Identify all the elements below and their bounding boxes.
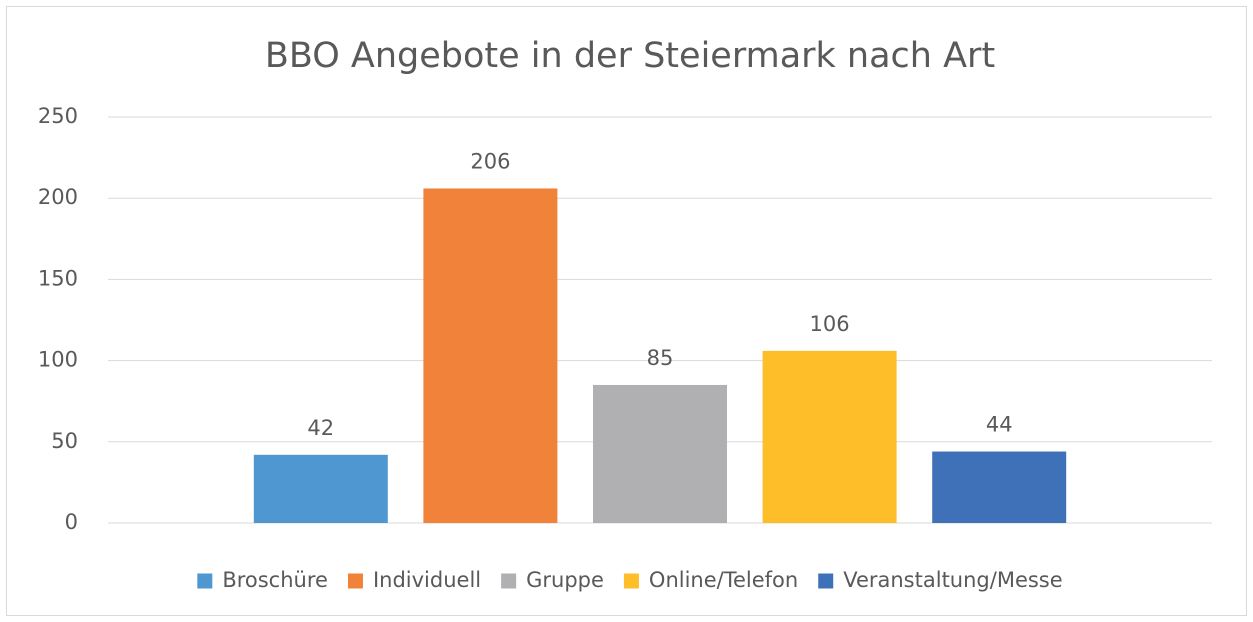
legend-label: Online/Telefon — [649, 568, 798, 592]
y-tick-label: 200 — [38, 185, 78, 209]
legend-label: Broschüre — [222, 568, 328, 592]
y-tick-label: 50 — [51, 429, 78, 453]
legend-swatch — [347, 573, 363, 589]
bar — [593, 384, 727, 523]
legend-swatch — [197, 573, 213, 589]
data-label: 44 — [986, 413, 1013, 437]
y-tick-label: 150 — [38, 266, 78, 290]
y-tick-label: 250 — [38, 104, 78, 128]
data-label: 85 — [647, 346, 674, 370]
data-label: 106 — [810, 312, 850, 336]
legend-label: Individuell — [373, 568, 481, 592]
y-tick-label: 100 — [38, 348, 78, 372]
legend-label: Gruppe — [526, 568, 604, 592]
data-label: 42 — [307, 416, 334, 440]
legend-swatch — [818, 573, 834, 589]
bar — [932, 451, 1067, 523]
y-tick-label: 0 — [65, 510, 78, 534]
bar — [253, 454, 388, 523]
legend-swatch — [501, 573, 517, 589]
bar — [762, 350, 897, 523]
legend-label: Veranstaltung/Messe — [843, 568, 1062, 592]
chart-title: BBO Angebote in der Steiermark nach Art — [265, 36, 995, 76]
bar — [423, 188, 558, 523]
legend-swatch — [623, 573, 639, 589]
data-label: 206 — [470, 149, 510, 173]
chart-border — [6, 6, 1247, 616]
